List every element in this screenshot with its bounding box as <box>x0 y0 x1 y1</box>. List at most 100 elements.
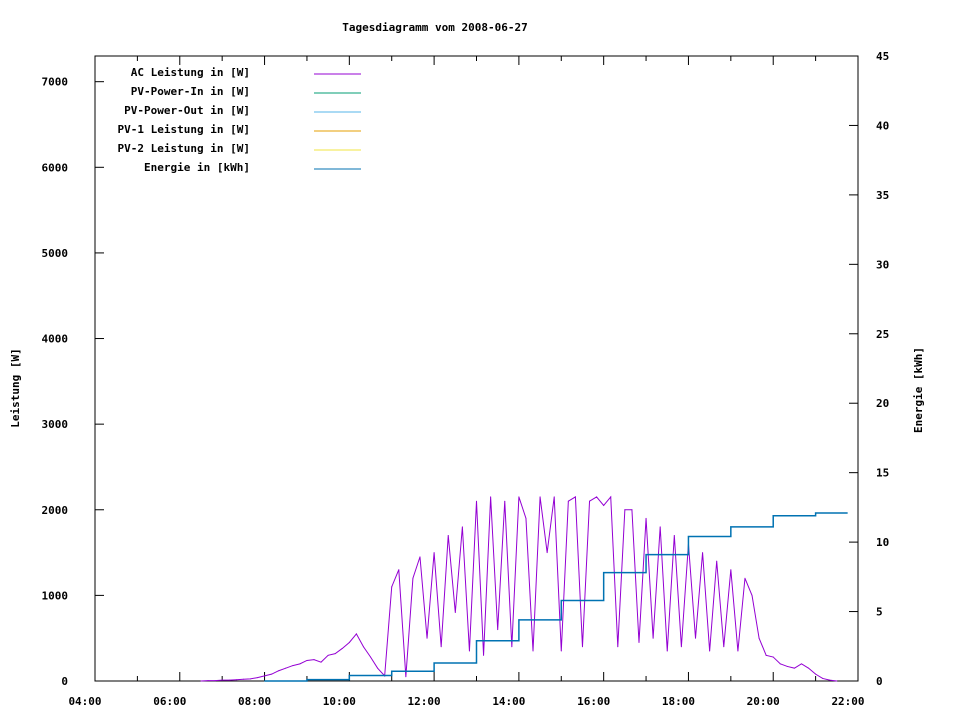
data-point <box>320 661 322 663</box>
data-point <box>490 496 492 498</box>
data-point <box>553 496 555 498</box>
data-point <box>278 670 280 672</box>
data-point <box>377 667 379 669</box>
y2-tick-label: 30 <box>876 258 889 271</box>
data-point <box>468 650 470 652</box>
data-point <box>306 679 308 681</box>
data-point <box>370 656 372 658</box>
data-point <box>504 500 506 502</box>
y-tick-label: 3000 <box>42 418 69 431</box>
data-point <box>461 526 463 528</box>
data-point <box>829 679 831 681</box>
legend-label: PV-Power-In in [W] <box>131 85 250 98</box>
x-tick-label: 10:00 <box>323 695 356 708</box>
data-point <box>228 679 230 681</box>
legend-label: AC Leistung in [W] <box>131 66 250 79</box>
data-point <box>348 641 350 643</box>
data-point <box>327 654 329 656</box>
y2-tick-label: 25 <box>876 328 889 341</box>
data-point <box>793 667 795 669</box>
data-point <box>680 646 682 648</box>
data-point <box>518 619 520 621</box>
data-point <box>398 569 400 571</box>
data-point <box>836 680 838 682</box>
data-point <box>560 650 562 652</box>
y2-tick-label: 20 <box>876 397 889 410</box>
y2-tick-label: 40 <box>876 119 889 132</box>
data-point <box>419 556 421 558</box>
series-line-5 <box>264 512 848 682</box>
y2-tick-label: 45 <box>876 50 889 63</box>
data-point <box>433 552 435 554</box>
data-point <box>518 496 520 498</box>
y2-axis-label: Energie [kWh] <box>912 347 925 433</box>
data-point <box>476 500 477 502</box>
y2-tick-label: 0 <box>876 675 883 688</box>
data-point <box>511 646 513 648</box>
x-tick-label: 06:00 <box>153 695 186 708</box>
data-point <box>299 663 301 665</box>
data-point <box>645 554 647 556</box>
data-point <box>709 650 711 652</box>
data-point <box>744 577 746 579</box>
y-axis-label: Leistung [W] <box>9 348 22 427</box>
y-tick-label: 6000 <box>42 161 69 174</box>
data-point <box>391 586 393 588</box>
data-point <box>454 612 456 614</box>
data-point <box>355 633 357 635</box>
data-point <box>560 599 562 601</box>
data-point <box>603 572 605 574</box>
y-tick-label: 7000 <box>42 76 69 89</box>
data-point <box>362 646 364 648</box>
data-point <box>652 637 654 639</box>
data-point <box>483 654 485 656</box>
data-point <box>334 653 336 655</box>
x-tick-label: 12:00 <box>408 695 441 708</box>
data-point <box>256 677 258 679</box>
data-point <box>610 496 612 498</box>
data-point <box>723 646 725 648</box>
data-point <box>730 526 732 528</box>
y-tick-label: 5000 <box>42 247 69 260</box>
data-point <box>271 673 273 675</box>
data-point <box>758 637 760 639</box>
data-point <box>292 665 294 667</box>
y-tick-label: 0 <box>61 675 68 688</box>
data-point <box>264 675 266 677</box>
data-point <box>800 663 802 665</box>
data-point <box>638 641 640 643</box>
y2-tick-label: 15 <box>876 467 889 480</box>
data-point <box>214 680 216 682</box>
data-point <box>426 637 428 639</box>
data-point <box>306 659 308 661</box>
y2-tick-label: 10 <box>876 536 889 549</box>
data-point <box>207 680 209 682</box>
data-point <box>730 569 732 571</box>
data-point <box>631 509 633 511</box>
x-tick-label: 08:00 <box>238 695 271 708</box>
data-point <box>772 656 774 658</box>
data-point <box>200 680 202 682</box>
legend-label: PV-Power-Out in [W] <box>124 104 250 117</box>
data-point <box>235 679 237 681</box>
y-tick-label: 2000 <box>42 504 69 517</box>
data-point <box>497 629 499 631</box>
data-point <box>447 534 449 536</box>
data-point <box>525 517 527 519</box>
data-point <box>659 526 661 528</box>
data-point <box>348 674 350 676</box>
data-point <box>567 500 569 502</box>
data-point <box>666 650 668 652</box>
data-point <box>412 577 414 579</box>
data-point <box>779 663 781 665</box>
data-point <box>695 637 697 639</box>
data-point <box>539 496 541 498</box>
data-point <box>617 646 619 648</box>
x-tick-label: 04:00 <box>68 695 101 708</box>
data-point <box>313 659 315 661</box>
data-point <box>285 667 287 669</box>
data-point <box>433 662 435 664</box>
data-point <box>772 515 774 517</box>
data-point <box>546 552 548 554</box>
